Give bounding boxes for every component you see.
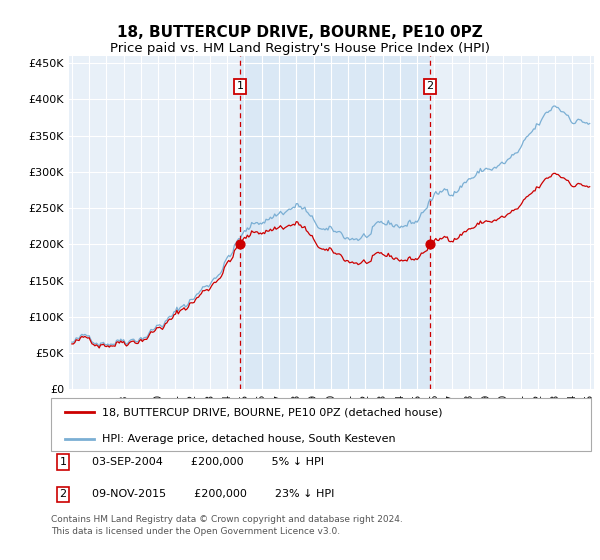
Text: 1: 1 — [59, 457, 67, 467]
Text: 09-NOV-2015        £200,000        23% ↓ HPI: 09-NOV-2015 £200,000 23% ↓ HPI — [91, 489, 334, 500]
Text: Contains HM Land Registry data © Crown copyright and database right 2024.
This d: Contains HM Land Registry data © Crown c… — [51, 515, 403, 536]
Text: 2: 2 — [427, 81, 434, 91]
Point — [425, 240, 435, 249]
Text: 2: 2 — [59, 489, 67, 500]
Text: 1: 1 — [236, 81, 244, 91]
Text: Price paid vs. HM Land Registry's House Price Index (HPI): Price paid vs. HM Land Registry's House … — [110, 42, 490, 55]
Text: 18, BUTTERCUP DRIVE, BOURNE, PE10 0PZ (detached house): 18, BUTTERCUP DRIVE, BOURNE, PE10 0PZ (d… — [103, 408, 443, 418]
Text: 03-SEP-2004        £200,000        5% ↓ HPI: 03-SEP-2004 £200,000 5% ↓ HPI — [91, 457, 323, 467]
Text: 18, BUTTERCUP DRIVE, BOURNE, PE10 0PZ: 18, BUTTERCUP DRIVE, BOURNE, PE10 0PZ — [117, 25, 483, 40]
Point — [235, 240, 245, 249]
Bar — [240, 56, 430, 389]
Text: HPI: Average price, detached house, South Kesteven: HPI: Average price, detached house, Sout… — [103, 434, 396, 444]
FancyBboxPatch shape — [51, 398, 591, 451]
